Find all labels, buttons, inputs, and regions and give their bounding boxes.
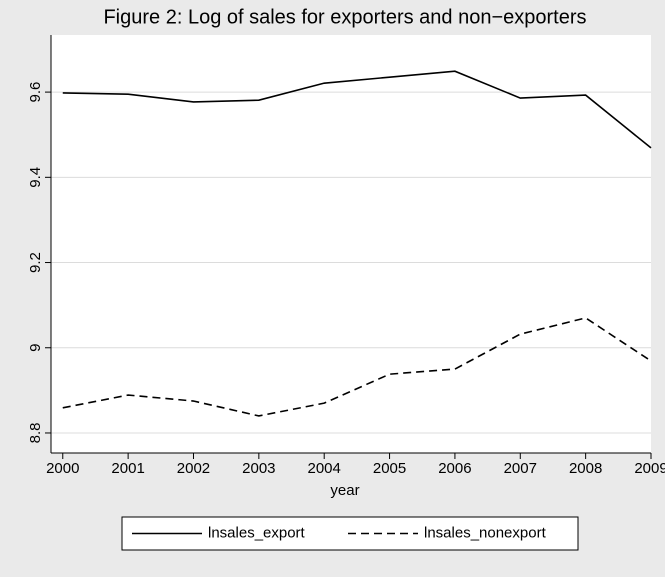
x-tick-label: 2003: [242, 460, 275, 477]
legend-label: lnsales_nonexport: [424, 524, 547, 541]
x-tick-label: 2008: [569, 460, 602, 477]
plot-area: [51, 35, 651, 453]
y-tick-label: 8.8: [27, 423, 44, 444]
x-tick-label: 2006: [438, 460, 471, 477]
y-tick-label: 9.4: [27, 167, 44, 188]
x-tick-label: 2001: [111, 460, 144, 477]
chart-title: Figure 2: Log of sales for exporters and…: [103, 6, 586, 28]
x-tick-label: 2009: [634, 460, 665, 477]
x-tick-label: 2000: [46, 460, 79, 477]
y-tick-label: 9.6: [27, 82, 44, 103]
series-line: [62, 70, 652, 149]
y-tick-label: 9: [27, 344, 44, 352]
x-tick-label: 2007: [504, 460, 537, 477]
legend-label: lnsales_export: [208, 524, 306, 541]
y-tick-label: 9.2: [27, 252, 44, 273]
x-tick-label: 2004: [308, 460, 341, 477]
x-axis-label: year: [330, 482, 359, 499]
x-tick-label: 2005: [373, 460, 406, 477]
x-tick-label: 2002: [177, 460, 210, 477]
series-line: [62, 317, 652, 417]
